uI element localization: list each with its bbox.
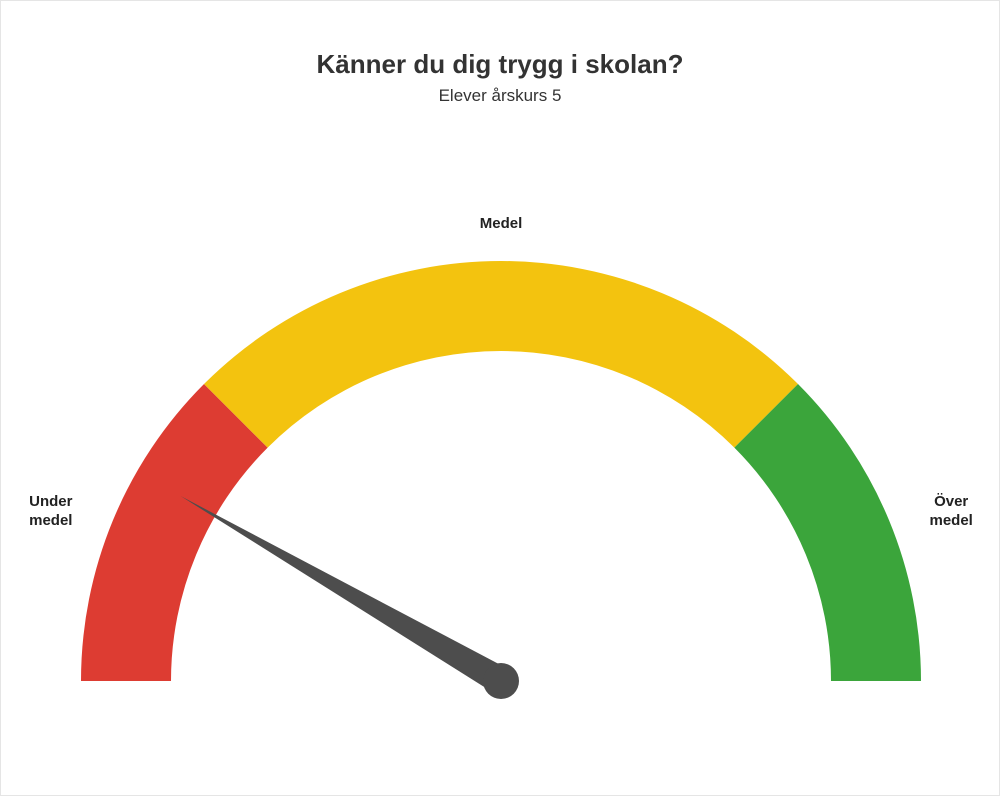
chart-title: Känner du dig trygg i skolan? <box>1 49 999 80</box>
gauge-chart <box>1 151 999 751</box>
chart-frame: Känner du dig trygg i skolan? Elever års… <box>0 0 1000 796</box>
segment-label-mid: Medel <box>441 215 561 234</box>
titles: Känner du dig trygg i skolan? Elever års… <box>1 49 999 106</box>
gauge-segment-high <box>734 384 921 681</box>
chart-subtitle: Elever årskurs 5 <box>1 86 999 106</box>
gauge-svg <box>1 151 1000 751</box>
gauge-hub <box>483 663 519 699</box>
gauge-needle <box>181 496 508 693</box>
gauge-segment-mid <box>204 261 798 448</box>
segment-label-low: Undermedel <box>11 493 91 531</box>
segment-label-high: Övermedel <box>911 493 991 531</box>
